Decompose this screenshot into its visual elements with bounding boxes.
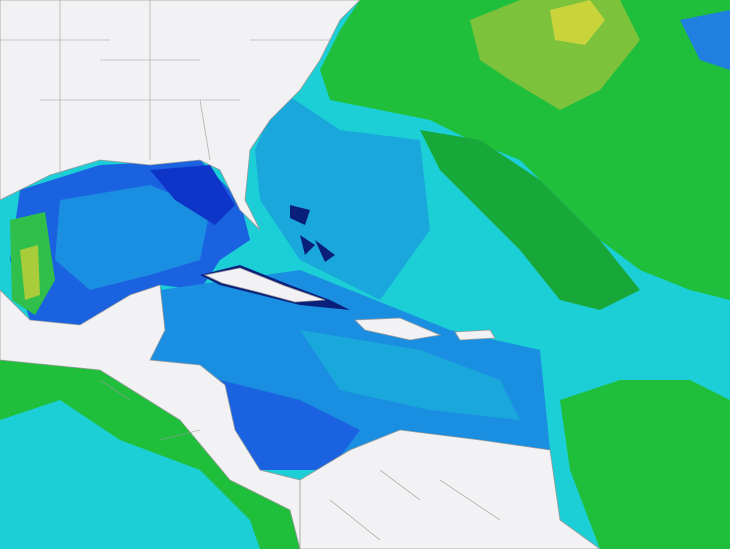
wave-zone-blue xyxy=(680,10,730,70)
country-borders xyxy=(99,379,501,541)
gulf-light-blue xyxy=(55,185,210,290)
wave-zone-green xyxy=(320,0,730,300)
wave-zone-yellow xyxy=(550,0,605,45)
caribbean-dark xyxy=(220,380,360,470)
wave-zone-dark-green xyxy=(420,130,640,310)
south-america xyxy=(299,429,601,549)
central-america xyxy=(0,284,311,549)
wave-zone-light-blue xyxy=(255,90,430,300)
bahamas xyxy=(290,205,335,262)
hispaniola xyxy=(354,317,442,341)
caribbean-light xyxy=(300,330,520,420)
north-america xyxy=(0,0,361,231)
pacific-cyan xyxy=(0,400,260,549)
state-borders xyxy=(0,0,330,175)
wave-zone-green-south xyxy=(560,380,730,549)
puerto-rico xyxy=(454,329,496,341)
gulf-dark-blue xyxy=(150,165,235,225)
texas-yellow xyxy=(20,245,40,300)
cuba xyxy=(203,267,326,303)
